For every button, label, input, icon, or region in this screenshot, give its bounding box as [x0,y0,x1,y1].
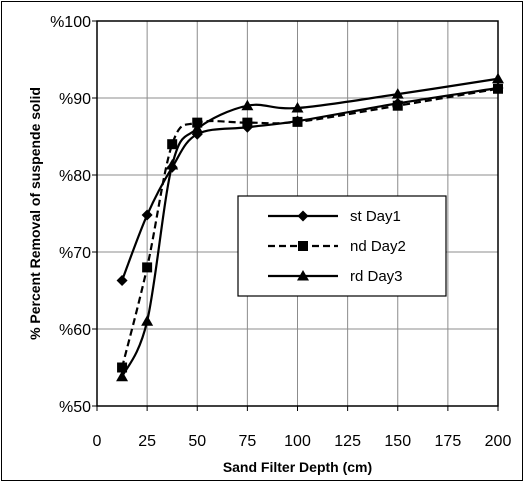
data-point [392,100,403,111]
data-point [192,117,203,128]
data-point [191,122,204,134]
data-point [142,262,153,273]
legend-item-3: rd Day3 [268,268,403,285]
data-point [291,102,304,113]
x-tick-label: 150 [384,433,411,450]
x-tick-label: 25 [138,433,156,450]
series-3 [116,72,504,382]
x-axis-title: Sand Filter Depth (cm) [223,459,372,475]
x-tick-label: 0 [93,433,102,450]
legend: st Day1 nd Day2 rd Day3 [237,195,447,297]
x-tick-label: 175 [435,433,462,450]
y-tick-label: %80 [59,168,91,185]
x-tick-label: 100 [284,433,311,450]
y-axis-title: % Percent Removal of suspende solid [27,87,43,340]
data-point [167,139,178,150]
legend-marker [298,241,308,251]
legend-marker [297,270,309,281]
data-point [117,362,128,373]
data-point [141,315,154,326]
data-point [141,209,153,221]
data-point [116,274,128,286]
legend-item-2: nd Day2 [268,238,406,255]
series-group [116,72,504,382]
tick-labels: 0 25 50 75 100 125 150 175 200 %50 %60 %70 %80 %90 %10… [50,14,511,450]
x-tick-label: 200 [485,433,512,450]
legend-item-1: st Day1 [268,208,401,225]
data-point [241,99,254,111]
data-point [493,83,503,94]
legend-label: nd Day2 [350,238,406,255]
data-point [166,158,179,170]
data-point [242,117,253,128]
data-point [292,116,303,127]
y-tick-label: %70 [59,245,91,262]
legend-label: rd Day3 [350,268,403,285]
y-tick-label: %60 [59,322,91,339]
series-2 [117,83,503,373]
data-point [116,370,129,382]
y-tick-label: %90 [59,91,91,108]
x-tick-label: 75 [238,433,256,450]
data-point [492,72,504,84]
legend-label: st Day1 [350,208,401,225]
legend-marker [297,210,309,222]
y-tick-label: %100 [50,14,91,31]
x-tick-label: 125 [334,433,361,450]
y-tick-label: %50 [59,399,91,416]
data-point [391,88,404,99]
x-tick-label: 50 [188,433,206,450]
